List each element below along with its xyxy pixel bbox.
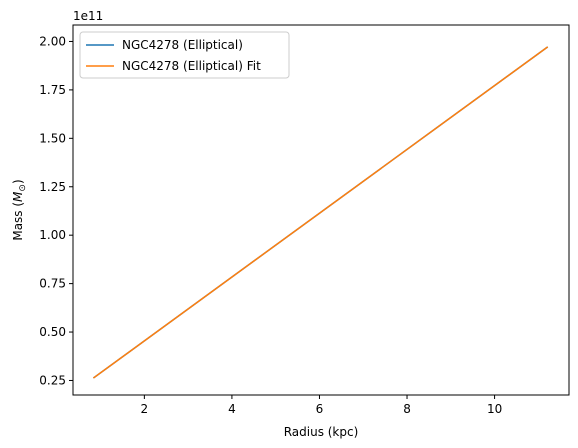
y-tick-label: 1.50 (39, 131, 66, 145)
x-tick-label: 10 (487, 402, 502, 416)
y-tick-label: 0.25 (39, 373, 66, 387)
y-axis: 0.25 0.50 0.75 1.00 1.25 1.50 1.75 2.00 (39, 34, 73, 387)
y-tick-label: 0.50 (39, 325, 66, 339)
y-axis-label-subscript: ⊙ (18, 184, 28, 192)
plot-frame (72, 24, 570, 396)
legend: NGC4278 (Elliptical) NGC4278 (Elliptical… (79, 31, 290, 79)
y-tick-label: 1.75 (39, 83, 66, 97)
legend-label-1: NGC4278 (Elliptical) Fit (122, 59, 261, 73)
x-tick-label: 4 (228, 402, 236, 416)
y-axis-label-end: ) (11, 179, 25, 184)
legend-box (79, 31, 290, 79)
y-axis-label-main: Mass ( (11, 202, 25, 241)
x-axis-label: Radius (kpc) (284, 425, 359, 439)
y-tick-label: 0.75 (39, 277, 66, 291)
y-tick-label: 1.00 (39, 228, 66, 242)
series-layer (92, 46, 549, 379)
legend-label-0: NGC4278 (Elliptical) (122, 38, 243, 52)
y-axis-label: Mass (M⊙) (11, 179, 28, 240)
y-axis-label-symbol: M (11, 191, 25, 202)
series-line-1 (92, 46, 549, 379)
x-tick-label: 6 (316, 402, 324, 416)
y-offset-label: 1e11 (73, 9, 103, 23)
y-tick-label: 2.00 (39, 34, 66, 48)
x-tick-label: 2 (141, 402, 149, 416)
x-tick-label: 8 (403, 402, 411, 416)
y-tick-label: 1.25 (39, 180, 66, 194)
x-axis: 2 4 6 8 10 (141, 395, 502, 416)
